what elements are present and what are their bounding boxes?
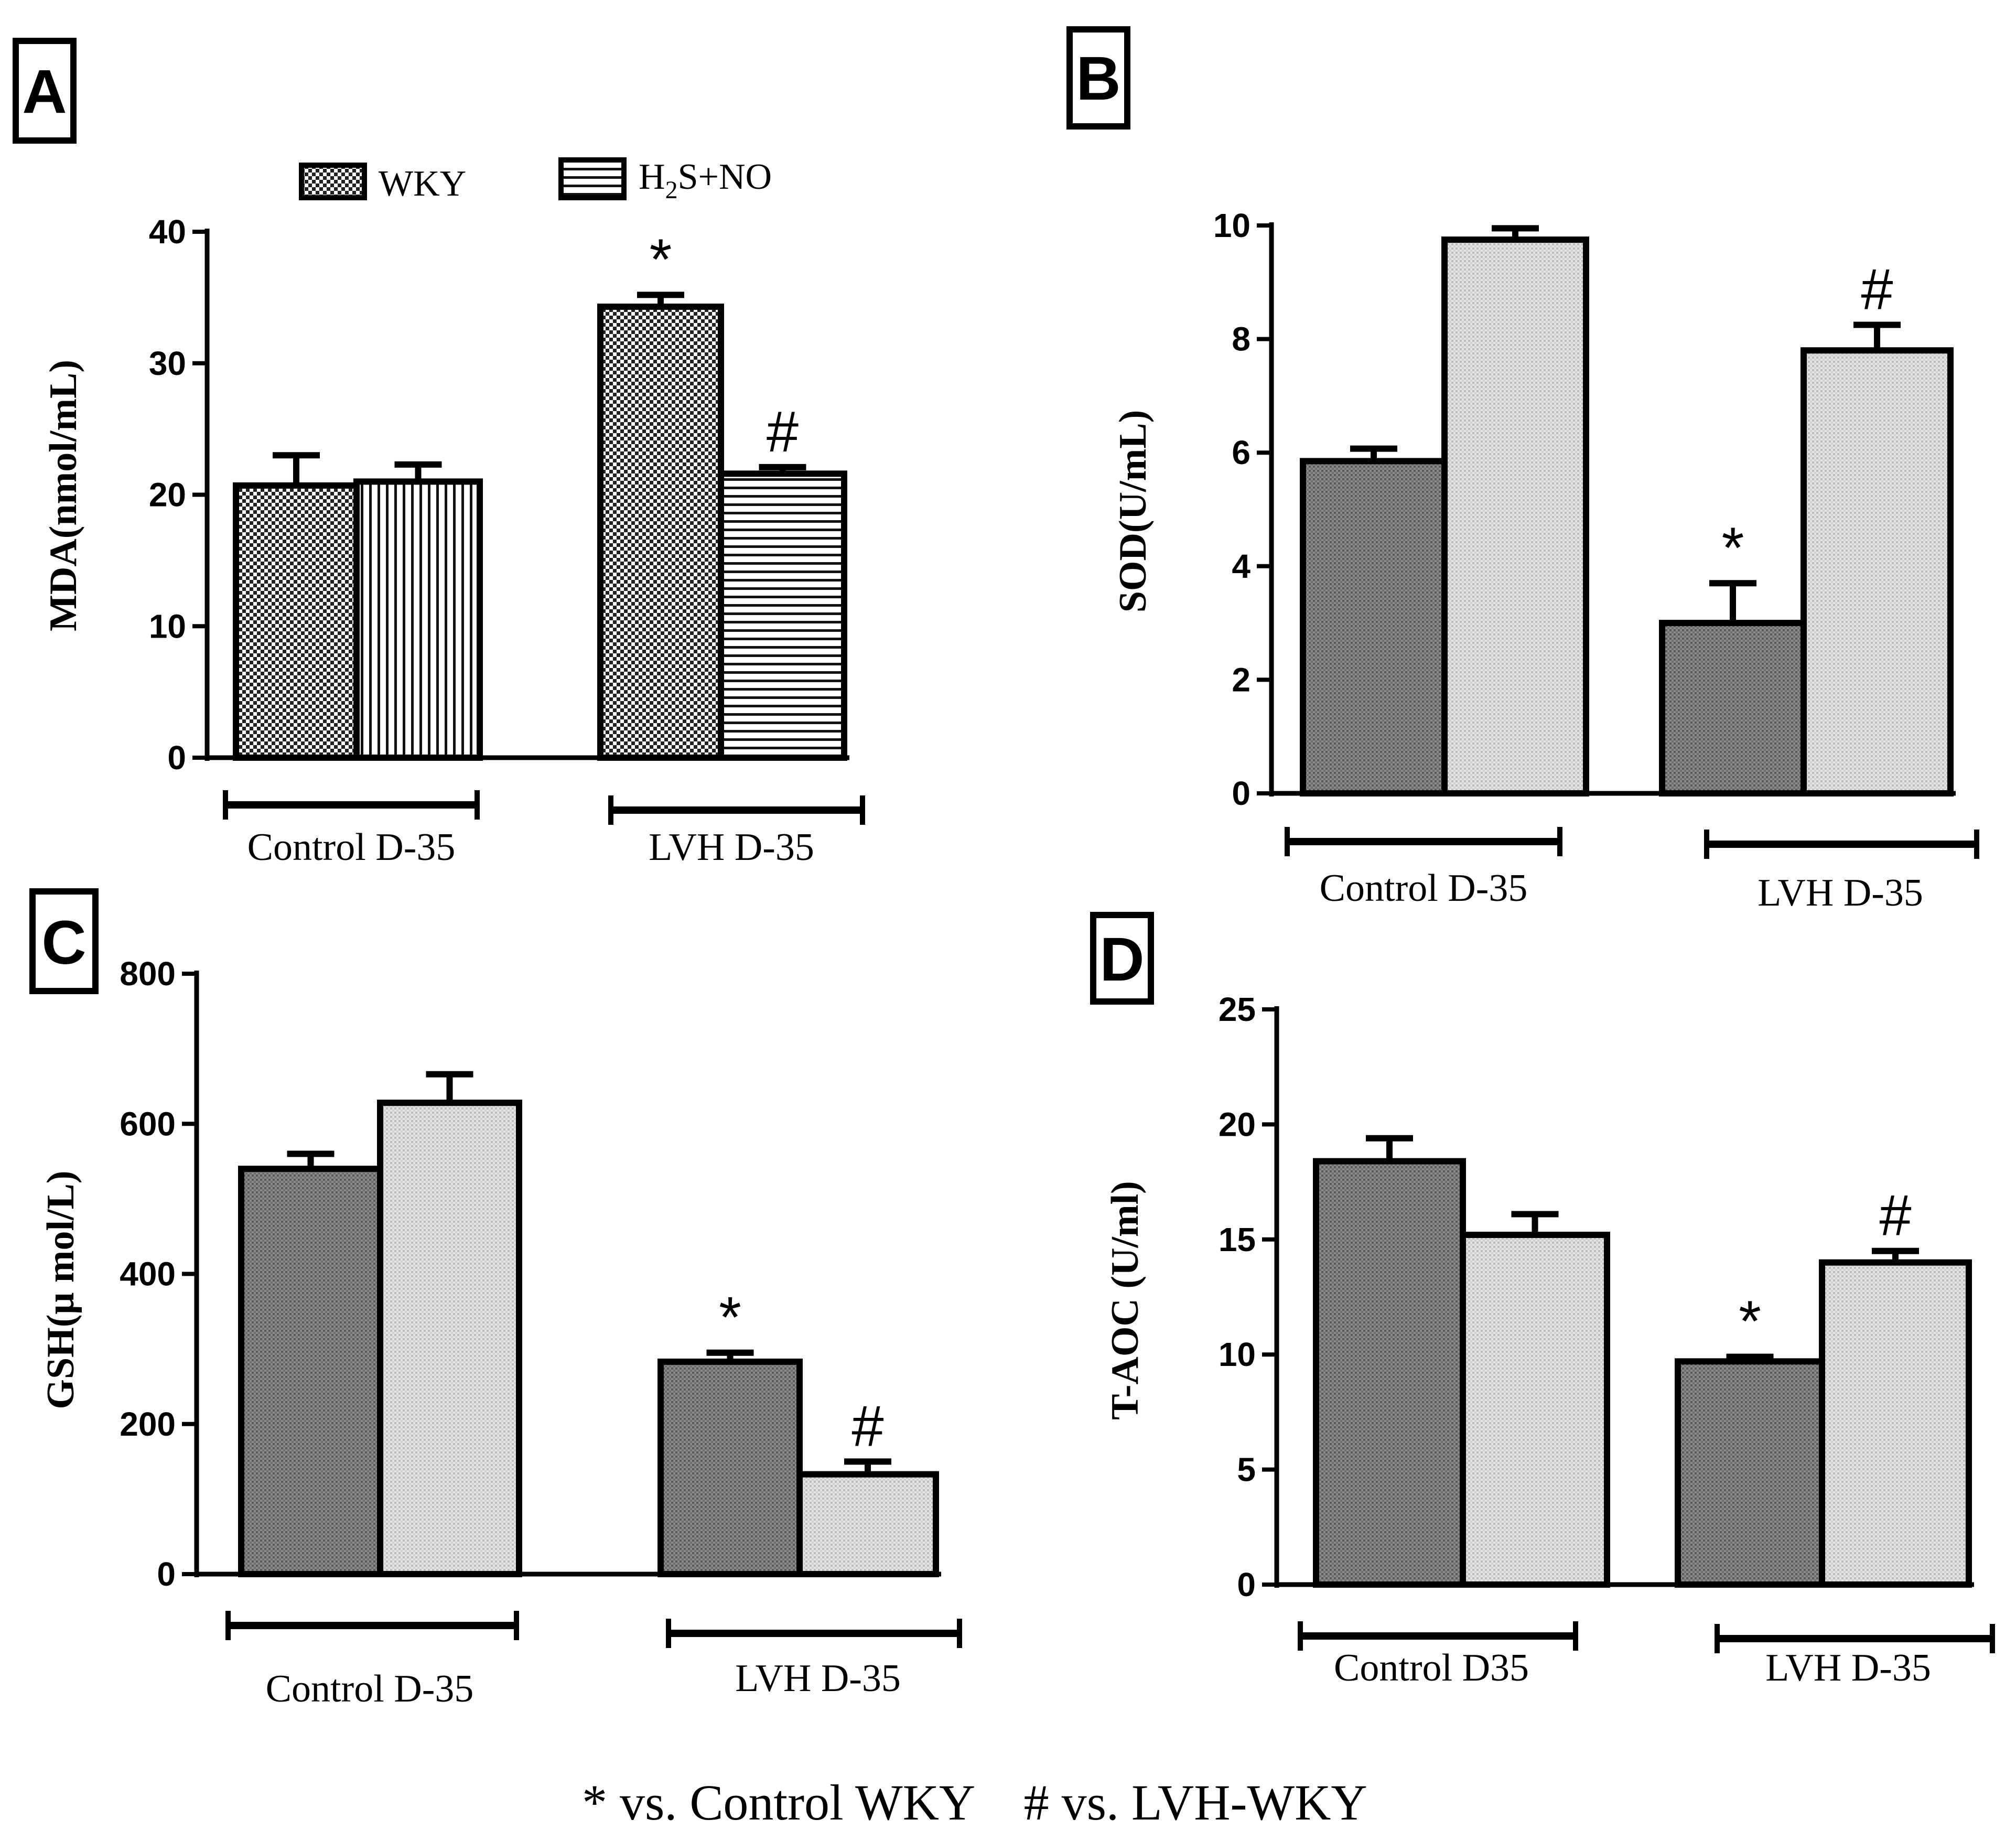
svg-text:B: B — [1076, 44, 1120, 113]
legend-swatch-h2s-no — [558, 157, 627, 200]
bar — [1300, 458, 1448, 796]
y-tick-label: 4 — [1232, 547, 1250, 585]
category-label: LVH D-35 — [1758, 871, 1923, 914]
significance-footnote: * vs. Control WKY # vs. LVH-WKY — [582, 1774, 1367, 1831]
y-tick-label: 25 — [1219, 991, 1256, 1028]
significance-marker: # — [1879, 1183, 1911, 1248]
chart-panel-d: * #0 5 10 15 20 25 T-AOC (U/ml) Control D35 LVH D… — [1104, 991, 1995, 1689]
y-tick-label: 0 — [1237, 1566, 1256, 1603]
bar — [1460, 1232, 1610, 1588]
legend-label-wky: WKY — [379, 164, 466, 204]
significance-marker: * — [719, 1285, 741, 1350]
significance-marker: # — [1861, 257, 1893, 322]
y-tick-label: 200 — [120, 1405, 176, 1443]
category-label: LVH D-35 — [649, 826, 814, 869]
y-tick-label: 0 — [167, 739, 186, 777]
y-axis-label: MDA(nmol/mL) — [42, 360, 85, 631]
significance-marker: * — [1739, 1289, 1761, 1354]
significance-marker: # — [851, 1394, 883, 1458]
panel-c-letter: C — [29, 888, 99, 994]
legend: WKY H2S+NO — [299, 157, 772, 204]
y-tick-label: 6 — [1232, 434, 1250, 471]
bar — [796, 1471, 939, 1578]
chart-panel-a: * #0 10 20 30 40 MDA(nmol/mL) Control D-35 LVH D… — [42, 213, 865, 869]
bar — [377, 1100, 522, 1578]
legend-swatch-wky — [299, 163, 367, 200]
y-tick-label: 400 — [120, 1255, 176, 1293]
category-label: Control D-35 — [266, 1667, 474, 1710]
significance-marker: * — [650, 227, 672, 292]
y-tick-label: 5 — [1237, 1451, 1256, 1489]
y-axis-label: T-AOC (U/ml) — [1104, 1181, 1147, 1420]
bar — [353, 478, 483, 761]
panel-d-letter: D — [1090, 912, 1154, 1005]
y-tick-label: 0 — [1232, 774, 1250, 812]
category-label: LVH D-35 — [1765, 1646, 1931, 1689]
category-label: Control D35 — [1334, 1646, 1529, 1689]
bar — [657, 1358, 803, 1578]
bar — [238, 1166, 383, 1577]
y-tick-label: 8 — [1232, 320, 1250, 358]
y-axis-label: GSH(μ mol/L) — [39, 1170, 82, 1409]
y-tick-label: 600 — [120, 1105, 176, 1143]
category-label: LVH D-35 — [735, 1657, 901, 1700]
significance-marker: # — [767, 400, 799, 464]
bar — [1801, 347, 1954, 796]
svg-text:D: D — [1099, 925, 1144, 994]
bar — [1313, 1158, 1466, 1588]
bar — [1659, 620, 1807, 796]
chart-panel-c: * #0 200 400 600 800 GSH(μ mol/L) Control D-35 L… — [39, 955, 962, 1710]
y-tick-label: 0 — [157, 1555, 176, 1593]
y-tick-label: 40 — [149, 213, 186, 251]
bar — [718, 470, 847, 761]
y-tick-label: 10 — [1219, 1336, 1256, 1373]
panel-b-letter: B — [1066, 26, 1130, 130]
svg-text:A: A — [22, 57, 67, 126]
bar — [233, 482, 360, 761]
y-tick-label: 20 — [1219, 1105, 1256, 1143]
y-tick-label: 15 — [1219, 1221, 1256, 1258]
category-label: Control D-35 — [247, 826, 456, 869]
bar — [597, 303, 724, 761]
legend-label-h2s-no: H2S+NO — [639, 157, 772, 204]
y-tick-label: 30 — [149, 344, 186, 382]
y-tick-label: 20 — [149, 476, 186, 514]
panel-a-letter: A — [13, 38, 77, 144]
chart-panel-b: * #0 2 4 6 8 10 SOD(U/mL) Control D-35 LVH D-35 — [1112, 207, 1979, 914]
y-tick-label: 10 — [149, 607, 186, 645]
y-tick-label: 2 — [1232, 661, 1250, 698]
bar — [1819, 1259, 1972, 1588]
y-tick-label: 10 — [1213, 207, 1250, 244]
y-tick-label: 800 — [120, 955, 176, 993]
bar — [1675, 1358, 1825, 1588]
category-label: Control D-35 — [1320, 867, 1528, 910]
svg-text:C: C — [41, 908, 86, 977]
y-axis-label: SOD(U/mL) — [1112, 410, 1155, 612]
bar — [1441, 236, 1589, 797]
significance-marker: * — [1722, 515, 1744, 580]
